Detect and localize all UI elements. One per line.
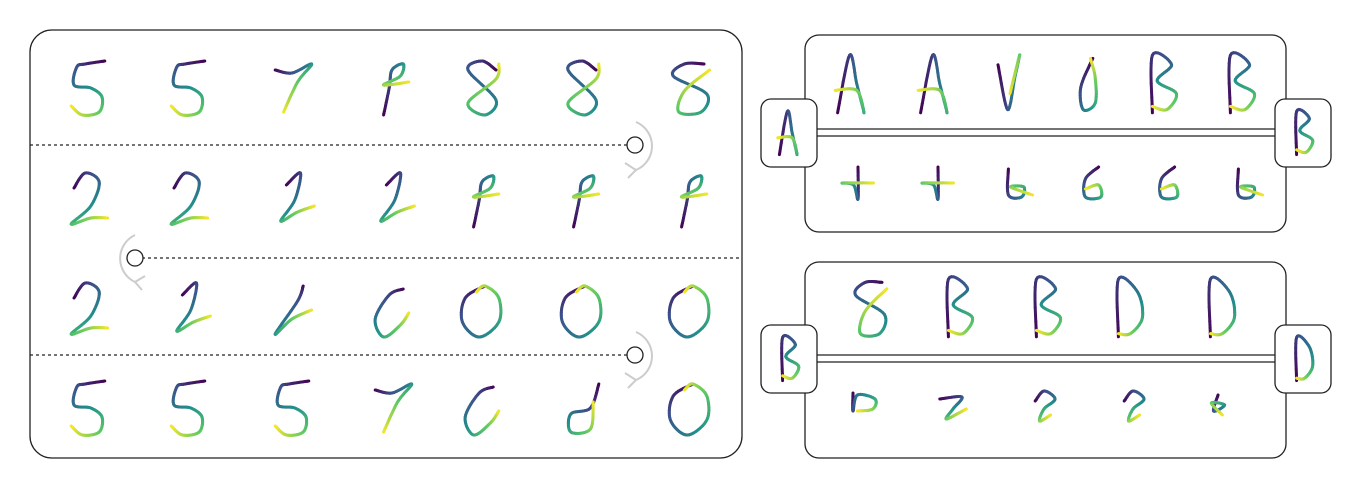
right-panel-2-glyphs: [782, 277, 1313, 421]
glyph-r2-c7: [682, 176, 707, 227]
glyph-r1-c2: [171, 61, 205, 115]
glyph-r2-c2: [171, 173, 207, 224]
glyph-r2-c3: [281, 173, 315, 222]
glyph-r4-c3: [275, 381, 309, 435]
glyph-r1-c1: [71, 61, 105, 115]
panel2-bottom-glyph-5: [1211, 395, 1224, 415]
glyph-r2-c1: [71, 173, 107, 224]
glyph-r2-c5: [474, 176, 499, 227]
turn-marker-3: [625, 332, 652, 388]
glyph-r3-c5: [461, 286, 501, 337]
panel2-bottom-glyph-1: [853, 393, 877, 411]
right-panel-1-left-endpoint: [761, 99, 817, 167]
glyph-r3-c4: [375, 289, 409, 337]
panel1-bottom-glyph-3: [1007, 169, 1032, 198]
panel1-top-glyph-1: [835, 55, 864, 113]
turn-marker-1: [625, 122, 652, 178]
panel1-top-glyph-2: [918, 55, 947, 113]
panel1-bottom-glyph-1: [842, 167, 873, 199]
panel1-bottom-glyph-4: [1084, 167, 1102, 199]
panel1-top-glyph-5: [1151, 53, 1177, 113]
panel2-top-glyph-5: [1209, 277, 1235, 337]
glyph-r3-c6: [561, 286, 601, 337]
glyph-r3-c1: [71, 283, 107, 334]
panel2-bottom-glyph-2: [940, 397, 966, 420]
glyph-r1-c4: [384, 64, 409, 115]
glyph-r4-c2: [171, 381, 205, 435]
left-glyph-grid: [71, 61, 709, 435]
panel1-top-glyph-6: [1229, 53, 1255, 113]
glyph-r3-c3: [275, 286, 311, 334]
glyph-r2-c4: [381, 173, 415, 222]
panel2-top-glyph-3: [1035, 277, 1061, 337]
panel2-top-glyph-2: [947, 277, 973, 337]
right-panel-2-right-endpoint: [1275, 325, 1331, 393]
turn-marker-2: [120, 235, 145, 290]
right-panel-1-frame: [805, 35, 1286, 232]
glyph-r3-c2: [177, 283, 211, 332]
glyph-r4-c5: [465, 387, 499, 435]
panel2-bottom-glyph-3: [1035, 391, 1055, 421]
panel2-bottom-glyph-4: [1124, 391, 1144, 421]
right-panel-2-frame: [805, 262, 1286, 458]
panel1-bottom-glyph-5: [1160, 167, 1178, 199]
glyph-r2-c6: [574, 176, 599, 227]
glyph-r3-c7: [669, 286, 709, 337]
glyph-r4-c4: [375, 384, 411, 432]
glyph-r1-c7: [672, 63, 709, 114]
glyph-r1-c3: [275, 64, 311, 112]
panel1-top-glyph-3: [998, 55, 1020, 110]
glyph-r4-c1: [71, 381, 105, 435]
panel1-bottom-glyph-2: [922, 167, 953, 199]
glyph-r1-c6: [568, 61, 599, 115]
panel2-top-glyph-1: [855, 282, 887, 337]
glyph-r1-c5: [468, 61, 499, 115]
panel1-top-glyph-4: [1080, 58, 1096, 110]
panel1-bottom-glyph-6: [1237, 169, 1262, 198]
right-panel-1-glyphs: [778, 53, 1313, 200]
panel2-top-glyph-4: [1117, 277, 1143, 337]
glyph-r4-c6: [568, 384, 598, 434]
glyph-r4-c7: [669, 384, 709, 435]
